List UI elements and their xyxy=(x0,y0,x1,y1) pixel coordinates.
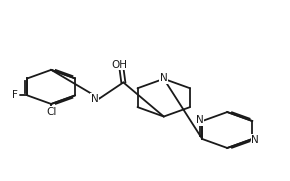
Text: N: N xyxy=(251,134,259,145)
Text: F: F xyxy=(12,90,18,100)
Text: Cl: Cl xyxy=(46,106,56,117)
Text: N: N xyxy=(160,73,168,83)
Text: N: N xyxy=(90,94,98,104)
Text: OH: OH xyxy=(111,60,127,70)
Text: N: N xyxy=(196,115,204,125)
